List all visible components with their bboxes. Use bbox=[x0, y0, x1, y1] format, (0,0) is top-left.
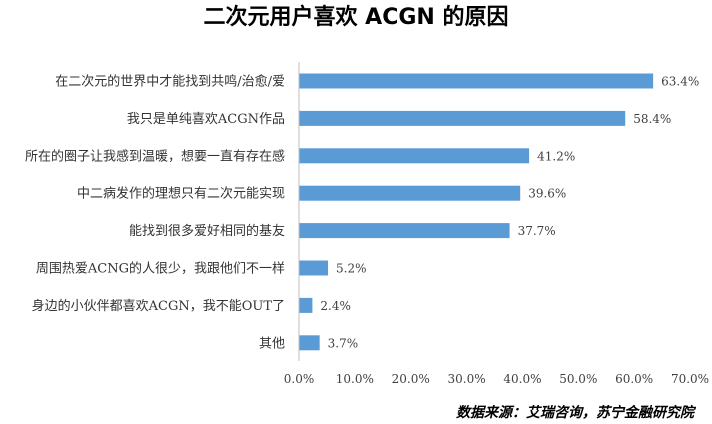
category-label: 其他 bbox=[259, 336, 285, 351]
bar bbox=[299, 185, 521, 201]
value-label: 63.4% bbox=[661, 75, 699, 89]
category-label: 身边的小伙伴都喜欢ACGN，我不能OUT了 bbox=[32, 298, 285, 314]
value-label: 5.2% bbox=[336, 262, 367, 276]
x-tick-label: 50.0% bbox=[559, 372, 597, 386]
bar bbox=[299, 148, 530, 164]
bar bbox=[299, 223, 510, 239]
value-labels: 63.4% 58.4% 41.2% 39.6% 37.7% 5.2% 2.4% 3.7% bbox=[320, 75, 699, 351]
chart-title: 二次元用户喜欢 ACGN 的原因 bbox=[204, 4, 509, 30]
category-label: 周围热爱ACNG的人很少，我跟他们不一样 bbox=[36, 261, 285, 277]
x-tick-label: 30.0% bbox=[448, 372, 486, 386]
x-tick-label: 10.0% bbox=[336, 372, 374, 386]
category-labels: 在二次元的世界中才能找到共鸣/治愈/爱我只是单纯喜欢ACGN作品所在的圈子让我感… bbox=[25, 74, 285, 352]
value-label: 41.2% bbox=[537, 149, 575, 163]
category-label: 中二病发作的理想只有二次元能实现 bbox=[77, 186, 285, 202]
category-label: 在二次元的世界中才能找到共鸣/治愈/爱 bbox=[55, 74, 285, 90]
bar bbox=[299, 110, 626, 126]
value-label: 39.6% bbox=[528, 187, 566, 201]
value-label: 3.7% bbox=[328, 336, 359, 350]
x-tick-label: 70.0% bbox=[671, 372, 709, 386]
bar bbox=[299, 260, 329, 276]
value-label: 37.7% bbox=[518, 224, 556, 238]
category-label: 能找到很多爱好相同的基友 bbox=[129, 223, 285, 239]
x-axis-ticks: 0.0% 10.0% 20.0% 30.0% 40.0% 50.0% 60.0% 70.0% bbox=[284, 372, 709, 386]
x-tick-label: 60.0% bbox=[615, 372, 653, 386]
bar bbox=[299, 73, 654, 89]
x-tick-label: 20.0% bbox=[392, 372, 430, 386]
x-tick-label: 0.0% bbox=[284, 372, 315, 386]
value-label: 2.4% bbox=[320, 299, 351, 313]
category-label: 所在的圈子让我感到温暖，想要一直有存在感 bbox=[25, 148, 285, 164]
bar bbox=[299, 335, 320, 351]
bars-layer bbox=[299, 73, 654, 351]
x-tick-label: 40.0% bbox=[503, 372, 541, 386]
bar bbox=[299, 297, 313, 313]
value-label: 58.4% bbox=[633, 112, 671, 126]
category-label: 我只是单纯喜欢ACGN作品 bbox=[127, 112, 285, 127]
source-note: 数据来源：艾瑞咨询，苏宁金融研究院 bbox=[456, 404, 697, 421]
